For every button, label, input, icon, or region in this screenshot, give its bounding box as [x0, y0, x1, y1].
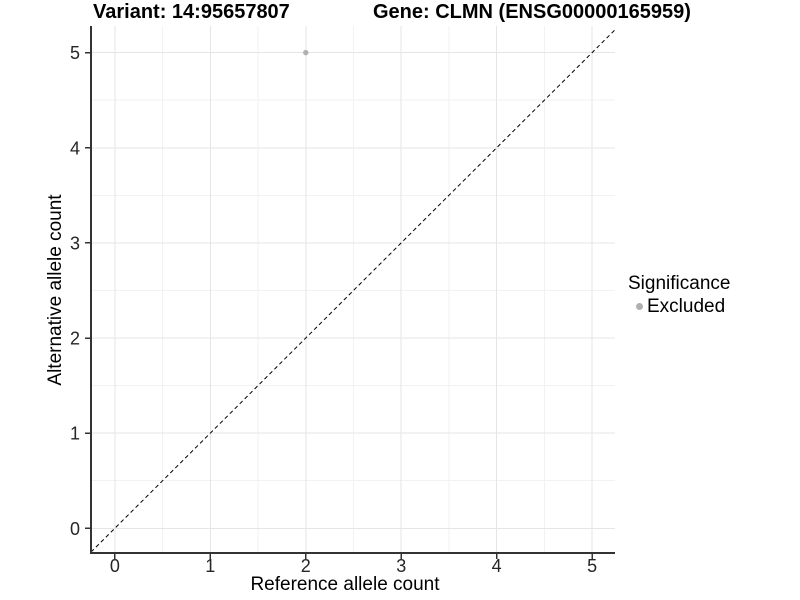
y-tick-label-0: 0	[70, 519, 80, 539]
x-tick-label-4: 4	[492, 556, 502, 576]
x-tick-label-0: 0	[110, 556, 120, 576]
y-tick-label-4: 4	[70, 138, 80, 158]
data-point-0	[303, 49, 309, 56]
y-tick-label-5: 5	[70, 43, 80, 63]
legend: Significance Excluded	[628, 272, 730, 318]
legend-point-icon	[636, 303, 643, 310]
y-tick-label-2: 2	[70, 329, 80, 349]
x-tick-label-5: 5	[587, 556, 597, 576]
x-tick-label-1: 1	[205, 556, 215, 576]
plot-title-gene: Gene: CLMN (ENSG00000165959)	[373, 1, 691, 23]
legend-title: Significance	[628, 273, 731, 294]
y-tick-label-1: 1	[70, 424, 80, 444]
y-tick-label-3: 3	[70, 233, 80, 253]
legend-item-label: Excluded	[647, 295, 726, 317]
legend-item-excluded: Excluded	[628, 295, 730, 318]
identity-reference-line	[90, 29, 616, 553]
x-tick-label-2: 2	[301, 556, 311, 576]
y-axis-title: Alternative allele count	[45, 194, 66, 386]
x-axis-title: Reference allele count	[250, 574, 440, 595]
x-tick-label-3: 3	[396, 556, 406, 576]
plot-title-variant: Variant: 14:95657807	[93, 1, 290, 23]
